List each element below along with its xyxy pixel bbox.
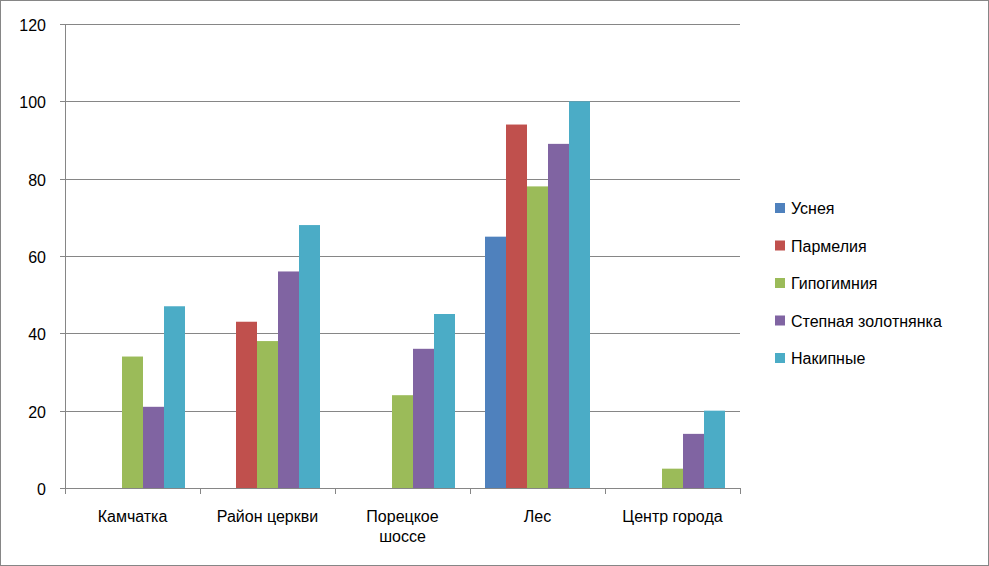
x-tick-label: Лес	[524, 508, 551, 525]
legend-swatch	[775, 316, 785, 326]
chart-border	[1, 1, 989, 566]
bar	[257, 341, 278, 488]
x-tick	[200, 488, 201, 494]
bar	[662, 469, 683, 488]
y-tick	[60, 333, 65, 334]
bar	[236, 322, 257, 488]
x-tick-label: Центр города	[622, 508, 722, 525]
x-tick-label: Район церкви	[217, 508, 318, 525]
legend-label: Пармелия	[791, 238, 867, 255]
bar	[485, 237, 506, 488]
bar	[506, 125, 527, 488]
x-tick	[740, 488, 741, 494]
y-tick-label: 20	[28, 404, 46, 421]
bar	[434, 314, 455, 488]
y-tick-label: 80	[28, 172, 46, 189]
bar	[278, 271, 299, 488]
legend-label: Гипогимния	[791, 275, 877, 292]
grid-line	[65, 256, 740, 257]
bar	[683, 434, 704, 488]
grid-line	[65, 179, 740, 180]
y-tick	[60, 179, 65, 180]
y-tick-label: 40	[28, 326, 46, 343]
y-axis	[65, 24, 66, 488]
chart: 0 20 40 60 80 100 120 Камчатка Район церкви Порец…	[0, 0, 989, 566]
x-tick	[605, 488, 606, 494]
x-axis	[65, 488, 740, 489]
x-tick-label: Камчатка	[98, 508, 168, 525]
bar	[143, 407, 164, 488]
bar	[548, 144, 569, 488]
y-tick-label: 0	[37, 481, 46, 498]
grid-line	[65, 488, 740, 489]
bar	[122, 357, 143, 488]
x-tick	[65, 488, 66, 494]
legend-label: Накипные	[791, 350, 865, 367]
bars	[122, 101, 725, 488]
y-tick-label: 100	[19, 94, 46, 111]
bar	[704, 411, 725, 488]
y-tick-label: 120	[19, 17, 46, 34]
grid-line	[65, 101, 740, 102]
x-tick-label-line: Порецкое	[366, 508, 438, 525]
legend-swatch	[775, 278, 785, 288]
bar	[569, 101, 590, 488]
y-tick	[60, 256, 65, 257]
legend-swatch	[775, 353, 785, 363]
bar	[413, 349, 434, 488]
bar	[299, 225, 320, 488]
x-tick	[335, 488, 336, 494]
bar	[527, 186, 548, 488]
x-tick-label-line: шоссе	[379, 528, 426, 545]
bar	[164, 306, 185, 488]
legend-swatch	[775, 241, 785, 251]
y-tick	[60, 411, 65, 412]
y-tick	[60, 24, 65, 25]
legend-swatch	[775, 203, 785, 213]
y-tick-label: 60	[28, 249, 46, 266]
legend-label: Степная золотнянка	[791, 313, 942, 330]
y-tick	[60, 101, 65, 102]
bar	[392, 395, 413, 488]
y-tick	[60, 488, 65, 489]
x-tick-label: Порецкое шоссе	[366, 508, 438, 545]
legend-label: Уснея	[791, 200, 835, 217]
x-tick	[470, 488, 471, 494]
grid-line	[65, 24, 740, 25]
